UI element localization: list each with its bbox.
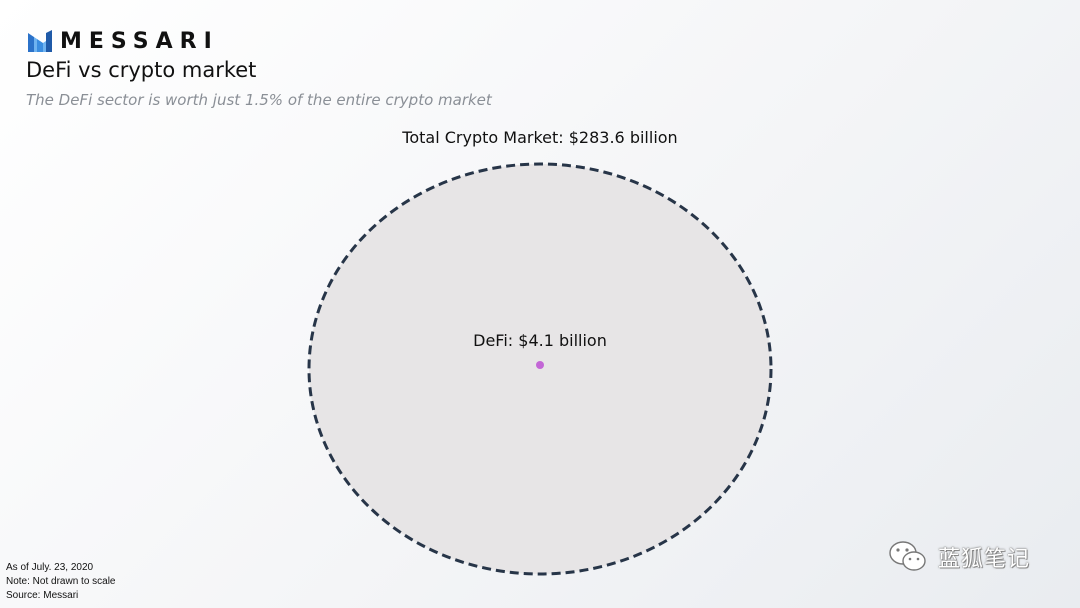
chart-footnote: As of July. 23, 2020 Note: Not drawn to … bbox=[6, 561, 116, 603]
watermark-text: 蓝狐笔记 bbox=[938, 547, 1031, 572]
wechat-watermark: 蓝狐笔记 bbox=[888, 540, 1030, 574]
chart-title: DeFi vs crypto market bbox=[26, 58, 257, 82]
messari-logo-icon bbox=[28, 30, 52, 52]
footnote-note: Note: Not drawn to scale bbox=[6, 576, 116, 587]
messari-logo: MESSARI bbox=[28, 28, 219, 54]
footnote-date: As of July. 23, 2020 bbox=[6, 562, 94, 573]
chart-subtitle: The DeFi sector is worth just 1.5% of th… bbox=[26, 91, 492, 109]
footnote-source: Source: Messari bbox=[6, 590, 79, 601]
brand-name: MESSARI bbox=[60, 28, 219, 54]
defi-bubble bbox=[536, 361, 544, 369]
total-crypto-market-label: Total Crypto Market: $283.6 billion bbox=[401, 128, 677, 147]
wechat-icon bbox=[888, 540, 928, 574]
defi-label: DeFi: $4.1 billion bbox=[473, 331, 607, 350]
